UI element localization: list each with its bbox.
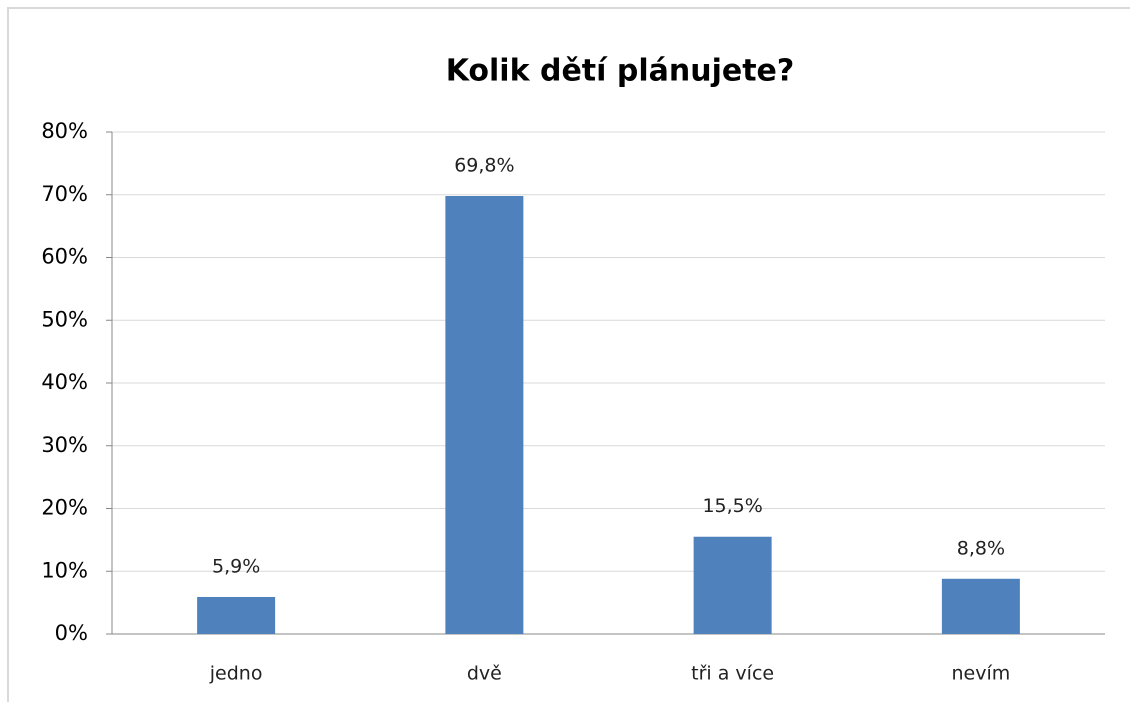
chart-title: Kolik dětí plánujete? (446, 54, 795, 89)
value-label: 5,9% (212, 555, 260, 577)
value-label: 69,8% (454, 155, 514, 177)
y-tick-label: 30% (41, 433, 88, 457)
bar (941, 578, 1020, 634)
y-tick-label: 20% (41, 496, 88, 520)
y-tick-label: 10% (41, 558, 88, 582)
bar (693, 536, 772, 634)
y-tick-label: 70% (41, 182, 88, 206)
x-tick-label: jedno (209, 663, 263, 685)
bar (445, 196, 524, 634)
y-tick-label: 80% (41, 119, 88, 143)
value-label: 8,8% (957, 537, 1005, 559)
y-tick-label: 40% (41, 370, 88, 394)
y-tick-label: 0% (55, 621, 88, 645)
y-tick-label: 50% (41, 307, 88, 331)
x-tick-label: dvě (467, 663, 502, 685)
bar (197, 596, 276, 634)
value-label: 15,5% (702, 495, 762, 517)
y-tick-label: 60% (41, 245, 88, 269)
x-tick-label: nevím (951, 663, 1010, 685)
x-tick-label: tři a více (691, 663, 774, 685)
